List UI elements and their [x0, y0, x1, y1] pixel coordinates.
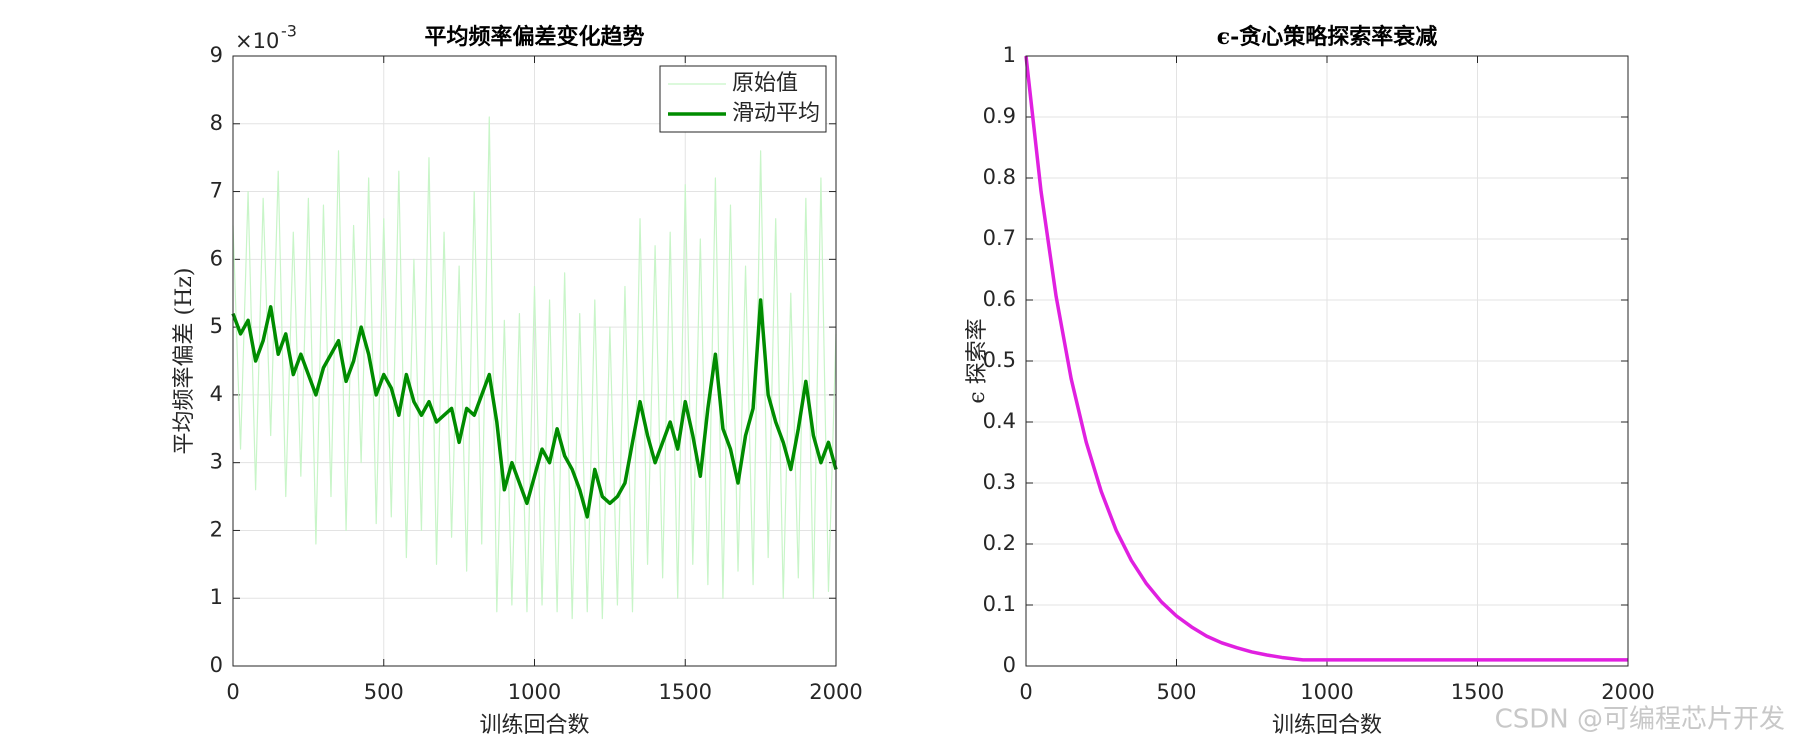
y-tick-label: 5: [210, 314, 223, 338]
y-tick-label: 0.4: [983, 409, 1016, 433]
y-tick-label: 2: [210, 517, 223, 541]
axes-frame: [1025, 55, 1629, 667]
line: [1024, 55, 1628, 662]
x-tick-label: 2000: [809, 680, 862, 704]
y-tick-label: 0: [1003, 653, 1016, 677]
line: [231, 298, 838, 519]
x-tick-label: 0: [1019, 680, 1032, 704]
axes-frame: [232, 55, 837, 667]
y-tick-label: 8: [210, 111, 223, 135]
y-tick-label: 0.2: [983, 531, 1016, 555]
y-axis-label: ϵ 探索率: [965, 318, 990, 403]
line: [232, 116, 837, 620]
legend-label: 滑动平均: [732, 101, 820, 126]
y-tick-label: 6: [210, 246, 223, 270]
x-tick-label: 1500: [1451, 680, 1504, 704]
x-tick-label: 500: [364, 680, 404, 704]
chart-title: ϵ-贪心策略探索率衰减: [1217, 24, 1438, 50]
x-tick-label: 2000: [1601, 680, 1654, 704]
x-tick-label: 1500: [659, 680, 712, 704]
y-tick-label: 9: [210, 43, 223, 67]
x-axis-label: 训练回合数: [1272, 713, 1382, 738]
y-tick-label: 0: [210, 653, 223, 677]
y-tick-label: 4: [210, 382, 223, 406]
y-exponent-base: ×10: [235, 29, 279, 53]
y-tick-label: 0.8: [983, 165, 1016, 189]
x-tick-label: 1000: [508, 680, 561, 704]
y-exponent-power: -3: [281, 22, 297, 41]
y-tick-label: 0.5: [983, 348, 1016, 372]
y-tick-label: 0.9: [983, 104, 1016, 128]
y-tick-label: 0.6: [983, 287, 1016, 311]
y-tick-label: 0.1: [983, 592, 1016, 616]
x-tick-label: 500: [1156, 680, 1196, 704]
y-tick-label: 0.7: [983, 226, 1016, 250]
y-tick-label: 3: [210, 450, 223, 474]
y-tick-label: 1: [1003, 43, 1016, 67]
x-tick-label: 0: [226, 680, 239, 704]
watermark: CSDN @可编程芯片开发: [1495, 705, 1785, 735]
y-tick-label: 1: [210, 585, 223, 609]
y-tick-label: 7: [210, 179, 223, 203]
y-axis-label: 平均频率偏差 (Hz): [172, 268, 197, 455]
x-axis-label: 训练回合数: [479, 713, 589, 738]
legend-box: [659, 65, 827, 133]
y-tick-label: 0.3: [983, 470, 1016, 494]
legend-label: 原始值: [732, 71, 798, 96]
chart-title: 平均频率偏差变化趋势: [424, 24, 644, 50]
x-tick-label: 1000: [1300, 680, 1353, 704]
